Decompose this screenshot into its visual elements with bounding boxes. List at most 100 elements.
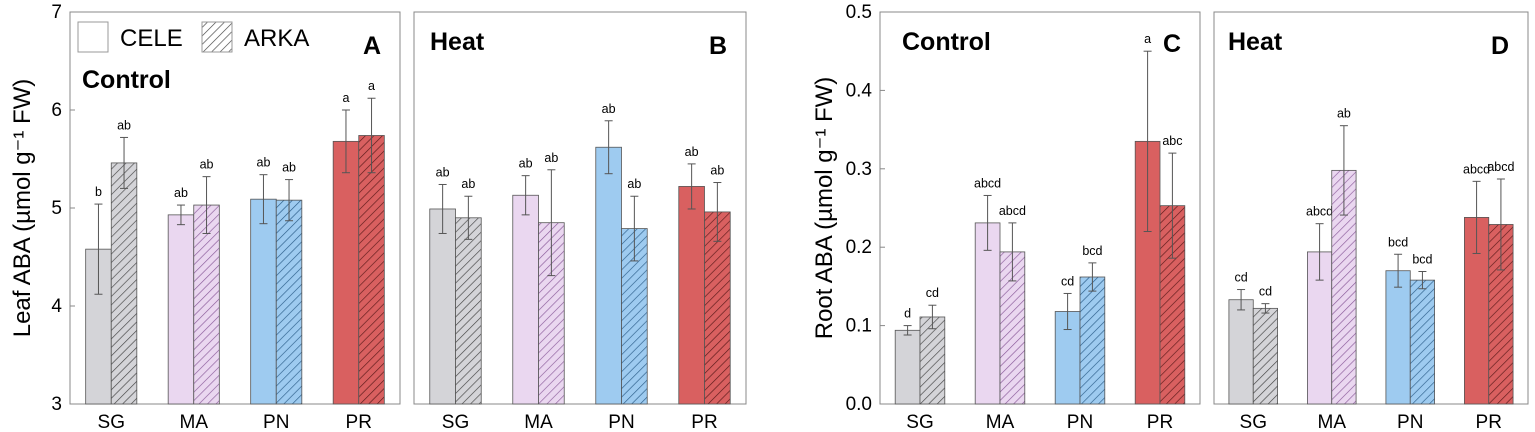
treatment-label-d: Heat xyxy=(1228,28,1283,56)
significance-letter: ab xyxy=(602,102,616,116)
bar-arka-pn xyxy=(1079,276,1106,405)
panel-d-frame xyxy=(1213,11,1529,405)
bar-cele-pn xyxy=(1385,270,1411,405)
bar-cele-ma xyxy=(512,194,539,405)
bar-arka-pr xyxy=(704,211,731,405)
y-tick-label: 4 xyxy=(51,296,62,317)
x-category-label: MA xyxy=(1318,412,1347,432)
treatment-label-c: Control xyxy=(902,28,991,56)
x-category-label: PR xyxy=(691,412,717,432)
significance-letter: ab xyxy=(685,145,699,159)
y-tick-label: 5 xyxy=(51,198,62,219)
bar-arka-pn xyxy=(1409,279,1435,405)
bar-arka-pn xyxy=(275,199,303,405)
x-category-label: MA xyxy=(524,412,553,432)
panel-letter-d: D xyxy=(1491,32,1509,60)
significance-letter: ab xyxy=(1337,107,1351,121)
panel-c-plot: 0.0 0.1 0.2 0.3 0.4 0.5 SG d cd MA abcd abcd PN cd bcd… xyxy=(846,2,1186,432)
significance-letter: cd xyxy=(926,286,939,300)
y-tick-label: 0.5 xyxy=(846,2,872,23)
bar-cele-pr xyxy=(678,186,705,405)
y-tick-label: 0.4 xyxy=(846,80,873,101)
bar-cele-sg xyxy=(1228,299,1254,405)
x-category-label: SG xyxy=(906,412,933,432)
bar-cele-sg xyxy=(894,329,921,405)
significance-letter: ab xyxy=(282,161,296,175)
significance-letter: abcd xyxy=(974,176,1001,190)
y-tick-label: 7 xyxy=(51,2,62,23)
significance-letter: abc xyxy=(1162,134,1182,148)
bar-arka-sg xyxy=(110,162,138,405)
significance-letter: ab xyxy=(200,158,214,172)
legend-swatch-arka xyxy=(201,21,233,53)
significance-letter: abcd xyxy=(1463,162,1490,176)
significance-letter: ab xyxy=(544,151,558,165)
bar-cele-pn xyxy=(595,146,622,405)
significance-letter: ab xyxy=(627,177,641,191)
bar-cele-pn xyxy=(250,198,277,405)
significance-letter: ab xyxy=(174,186,188,200)
panel-c-frame xyxy=(879,11,1201,405)
treatment-label-b: Heat xyxy=(430,28,485,56)
significance-letter: cd xyxy=(1259,285,1272,299)
significance-letter: abcd xyxy=(999,204,1026,218)
treatment-label-a: Control xyxy=(82,66,171,94)
significance-letter: b xyxy=(95,185,102,199)
significance-letter: ab xyxy=(436,165,450,179)
significance-letter: ab xyxy=(461,177,475,191)
panel-letter-a: A xyxy=(363,32,381,60)
panel-letter-c: C xyxy=(1163,30,1181,58)
significance-letter: a xyxy=(342,91,349,105)
y-axis-title-left: Leaf ABA (µmol g⁻¹ FW) xyxy=(9,79,36,338)
bar-cele-pr xyxy=(332,140,360,405)
y-tick-label: 0.2 xyxy=(846,237,872,258)
x-category-label: PR xyxy=(1476,412,1502,432)
y-tick-label: 0.1 xyxy=(846,316,872,337)
bar-arka-sg xyxy=(919,316,946,405)
bar-arka-sg xyxy=(455,217,482,405)
x-category-label: PN xyxy=(608,412,634,432)
x-category-label: PN xyxy=(1067,412,1093,432)
significance-letter: ab xyxy=(117,118,131,132)
significance-letter: a xyxy=(1144,32,1151,46)
legend-label-arka: ARKA xyxy=(244,25,309,52)
legend-label-cele: CELE xyxy=(120,25,183,52)
significance-letter: ab xyxy=(519,157,533,171)
significance-letter: bcd xyxy=(1082,244,1102,258)
bar-cele-ma xyxy=(167,214,195,405)
legend-swatch-cele xyxy=(77,21,109,53)
x-category-label: PN xyxy=(1397,412,1423,432)
x-category-label: PR xyxy=(1147,412,1173,432)
x-category-label: SG xyxy=(98,412,125,432)
x-category-label: MA xyxy=(180,412,209,432)
significance-letter: a xyxy=(368,79,375,93)
y-tick-label: 0.0 xyxy=(846,394,872,415)
significance-letter: ab xyxy=(710,164,724,178)
bar-arka-ma xyxy=(193,204,220,405)
bar-arka-pr xyxy=(358,135,385,405)
significance-letter: cd xyxy=(1234,271,1247,285)
y-tick-label: 3 xyxy=(51,394,62,415)
significance-letter: abcd xyxy=(1306,205,1333,219)
x-category-label: PN xyxy=(263,412,289,432)
y-tick-label: 0.3 xyxy=(846,159,872,180)
panel-letter-b: B xyxy=(709,32,727,60)
y-axis-title-right: Root ABA (µmol g⁻¹ FW) xyxy=(811,77,838,340)
significance-letter: cd xyxy=(1061,274,1074,288)
significance-letter: d xyxy=(904,307,911,321)
bar-arka-sg xyxy=(1252,307,1278,405)
significance-letter: abcd xyxy=(1487,160,1514,174)
x-category-label: SG xyxy=(442,412,469,432)
significance-letter: bcd xyxy=(1388,235,1408,249)
x-category-label: MA xyxy=(986,412,1015,432)
x-category-label: SG xyxy=(1240,412,1267,432)
y-tick-label: 6 xyxy=(51,100,62,121)
bar-cele-sg xyxy=(429,208,456,405)
significance-letter: bcd xyxy=(1412,253,1432,267)
panel-b-frame xyxy=(413,11,747,405)
significance-letter: ab xyxy=(257,156,271,170)
